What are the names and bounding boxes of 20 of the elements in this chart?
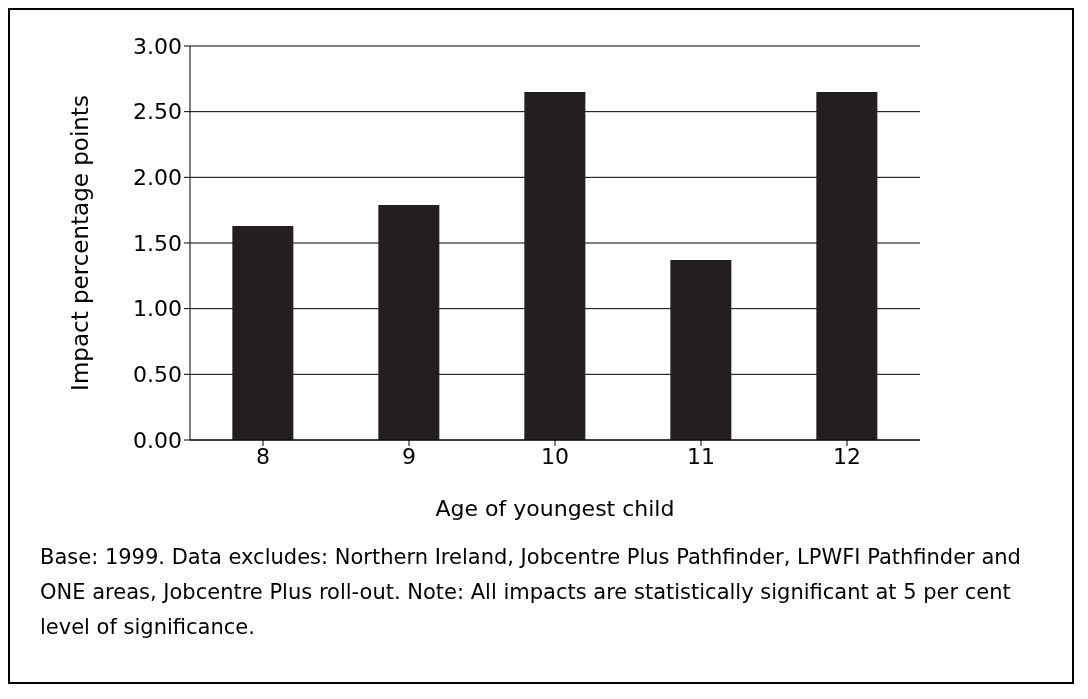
- y-tick-label: 1.00: [133, 296, 182, 322]
- y-tick-label: 2.50: [133, 99, 182, 125]
- y-axis-title: Impact percentage points: [67, 95, 94, 391]
- x-axis-title: Age of youngest child: [435, 496, 675, 521]
- x-tick-label: 9: [402, 443, 416, 469]
- y-tick-label: 0.50: [133, 362, 182, 388]
- x-tick-label: 10: [541, 443, 569, 469]
- bar: [670, 260, 732, 440]
- x-tick-label: 8: [256, 443, 270, 469]
- bar: [816, 91, 878, 440]
- text: Base: 1999. Data excludes: Northern Ireland, Jobcentre Plus Pathfinder, LPWFI Pathfinder and ONE areas, Jobcentre Plus roll-out. Note: All impacts are statistically significant at 5 per cent level of significance.: [40, 544, 1022, 641]
- y-tick-label: 0.00: [133, 427, 182, 453]
- y-tick-label: 1.50: [133, 230, 182, 256]
- bar: [378, 204, 440, 440]
- x-tick-label: 12: [833, 443, 861, 469]
- x-tick-label: 11: [687, 443, 715, 469]
- bar: [524, 91, 586, 440]
- bar: [232, 225, 294, 440]
- y-tick-label: 3.00: [133, 33, 182, 59]
- y-tick-label: 2.00: [133, 165, 182, 191]
